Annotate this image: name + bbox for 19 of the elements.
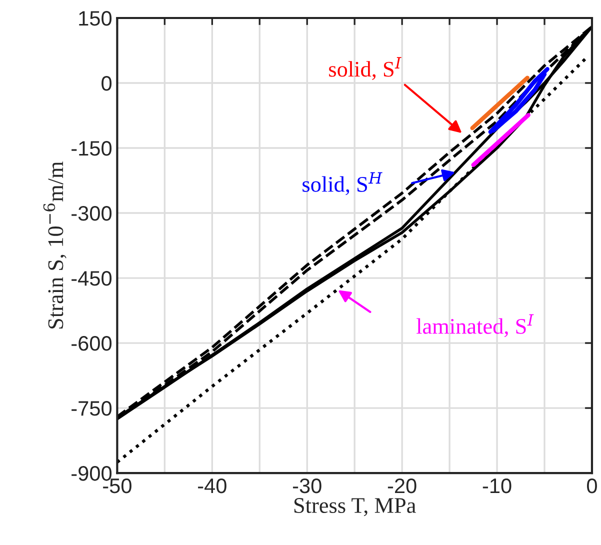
y-tick-label: -450 [72,271,112,286]
x-tick-label: -20 [388,478,416,494]
y-tick-label: -750 [72,401,112,416]
x-tick-label: -10 [482,478,512,494]
annotation: solid, S$^{H}$ [302,172,382,196]
annotation: solid, S$^{I}$ [329,57,402,80]
x-tick-label: -30 [292,478,322,494]
x-tick-label: -40 [198,478,226,494]
y-axis-title: Strain S, 10$^{−6}$m/m [43,162,66,328]
x-tick-label: 0 [587,478,597,494]
y-tick-label: 150 [79,10,112,26]
y-tick-label: -150 [72,141,112,156]
annotation: laminated, S$^{I}$ [416,314,534,338]
y-tick-label: -300 [72,206,112,221]
y-tick-label: 0 [102,76,112,91]
y-tick-label: -600 [72,336,112,351]
y-tick-label: -900 [72,466,112,481]
x-axis-title: Stress T, MPa [294,498,416,516]
x-tick-label: -50 [103,478,132,494]
